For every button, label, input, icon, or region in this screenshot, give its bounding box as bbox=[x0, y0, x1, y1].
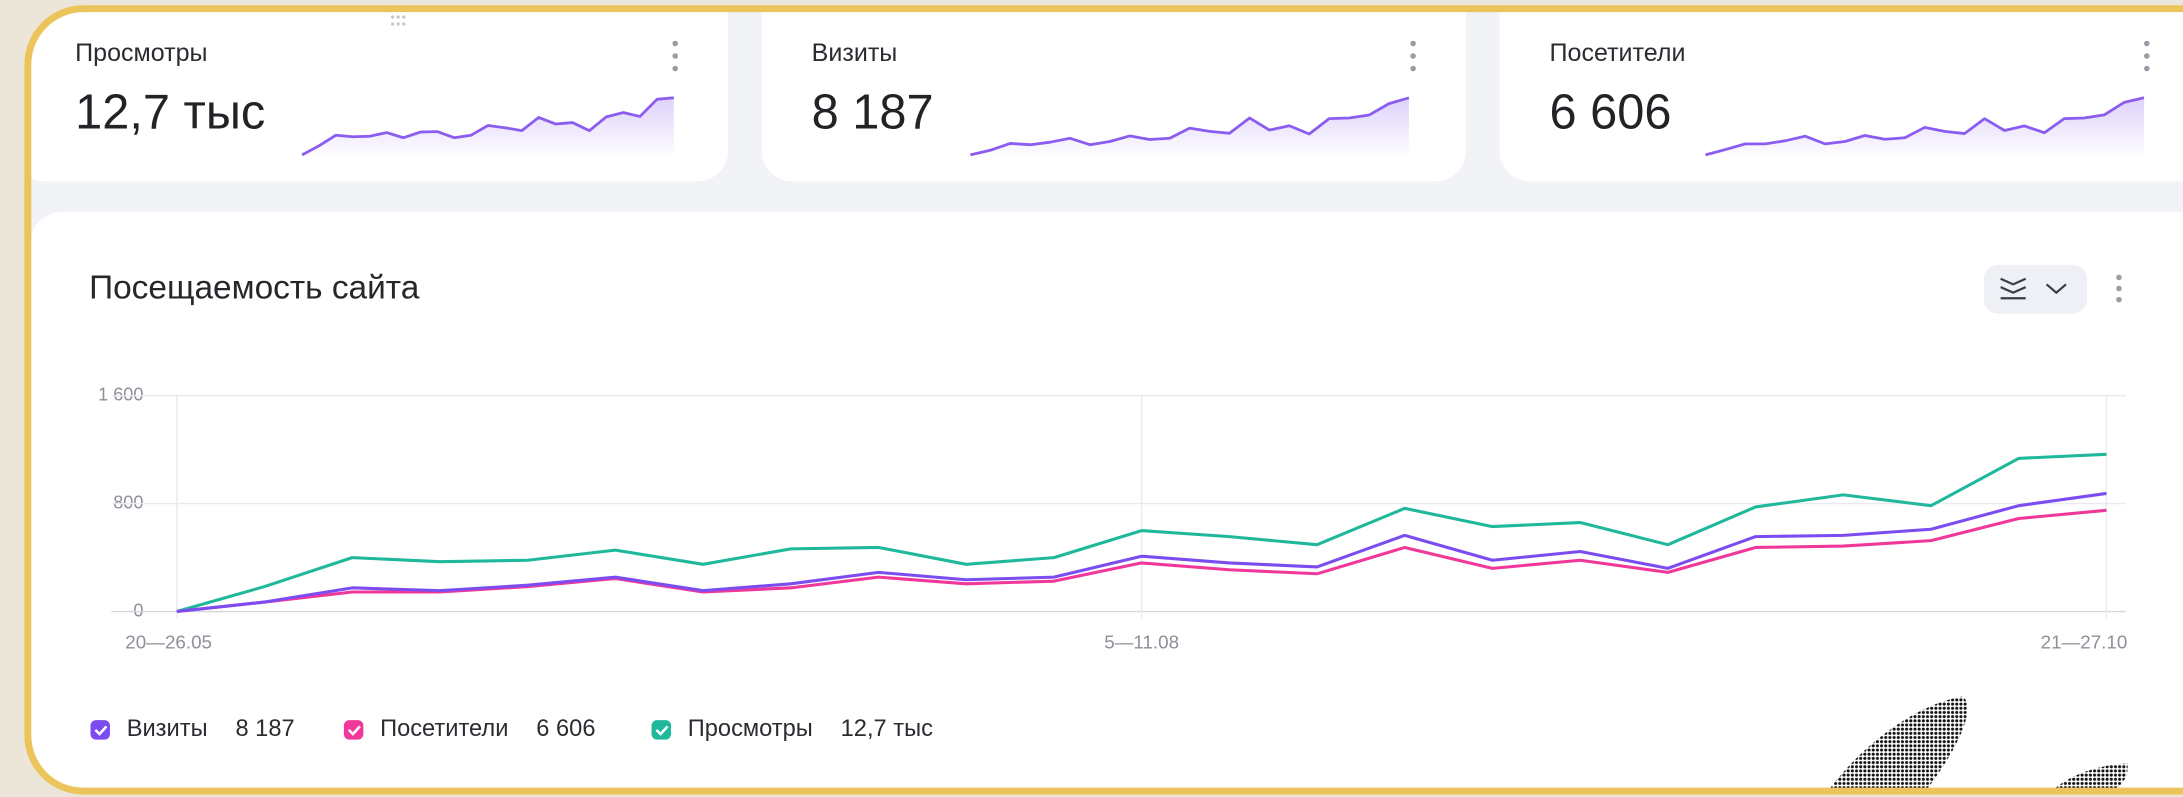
chart-title: Посещаемость сайта bbox=[89, 270, 420, 307]
card-menu-dot bbox=[1410, 53, 1416, 59]
legend-checkbox bbox=[344, 720, 363, 739]
y-tick-label: 1 600 bbox=[98, 384, 143, 404]
screenshot: Посещаемость сайта Просмотры 12,7 тыс Визи… bbox=[0, 0, 2183, 797]
card-value: 6 606 bbox=[1550, 86, 1672, 140]
page: {"cards": [ {"title": "Просмотры", "valu… bbox=[0, 0, 2183, 797]
y-tick-label: 0 bbox=[133, 600, 143, 620]
card-title: Просмотры bbox=[75, 39, 207, 67]
legend-total: 6 606 bbox=[536, 716, 595, 742]
card-menu-dot bbox=[2144, 53, 2150, 59]
legend-checkbox bbox=[652, 720, 671, 739]
card-menu-dot bbox=[2144, 66, 2150, 72]
window: Посещаемость сайта Просмотры 12,7 тыс Визи… bbox=[14, 0, 2183, 797]
legend-total: 12,7 тыс bbox=[841, 716, 933, 742]
chart-type-button[interactable] bbox=[1984, 265, 2087, 314]
card-menu-dot bbox=[1410, 41, 1416, 47]
chart-menu[interactable] bbox=[2116, 275, 2122, 303]
y-tick-label: 800 bbox=[113, 492, 143, 512]
legend-checkbox bbox=[90, 720, 109, 739]
card-title: Посетители bbox=[1550, 39, 1686, 67]
card-menu-dot bbox=[1410, 66, 1416, 72]
card-value: 12,7 тыс bbox=[75, 86, 265, 140]
legend-total: 8 187 bbox=[235, 716, 294, 742]
x-tick-label: 21—27.10 bbox=[2041, 631, 2128, 652]
x-tick-label: 5—11.08 bbox=[1104, 631, 1179, 652]
legend-label: Просмотры bbox=[688, 716, 813, 742]
card-menu-dot bbox=[2144, 41, 2150, 47]
card-menu-dot bbox=[672, 66, 678, 72]
card-title: Визиты bbox=[812, 39, 898, 67]
card-value: 8 187 bbox=[812, 86, 934, 140]
card-menu-dot bbox=[672, 53, 678, 59]
legend-label: Визиты bbox=[127, 716, 208, 742]
card-menu-dot bbox=[672, 41, 678, 47]
x-tick-label: 20—26.05 bbox=[125, 631, 212, 652]
legend-label: Посетители bbox=[380, 716, 508, 742]
